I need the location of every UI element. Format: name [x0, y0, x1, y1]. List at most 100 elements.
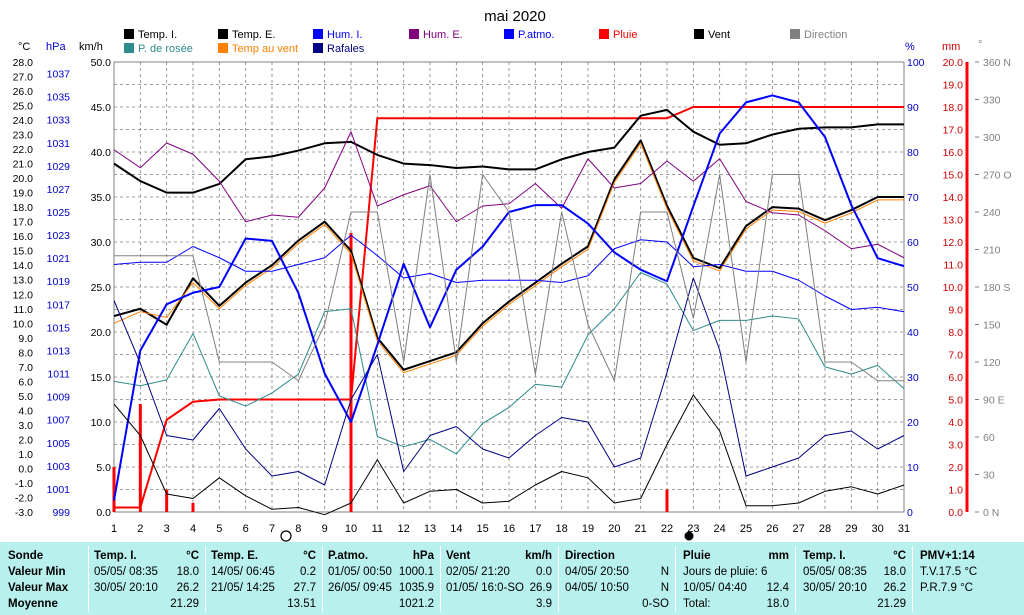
x-tick-label: 15 — [477, 523, 489, 535]
temp-tick-label: 6.0 — [18, 376, 33, 388]
kmh-tick-label: 30.0 — [91, 237, 112, 249]
x-tick-label: 27 — [793, 523, 805, 535]
pct-tick-label: 50 — [907, 282, 919, 294]
dir-tick-label: 330 — [983, 95, 1001, 107]
dir-tick-label: 180 S — [983, 282, 1010, 294]
mm-tick-label: 17.0 — [943, 125, 964, 137]
hpa-tick-label: 1015 — [47, 322, 71, 334]
mm-axis-unit: mm — [942, 41, 960, 53]
pluie-title: Pluie — [683, 550, 711, 562]
mm-tick-label: 13.0 — [943, 215, 964, 227]
temp-i2-unit: °C — [893, 550, 906, 562]
patmo-min: 1000.1 — [398, 566, 434, 578]
kmh-tick-label: 45.0 — [91, 102, 112, 114]
patmo-max-date: 26/05/ 09:45 — [328, 582, 392, 594]
stats-patmo: P.atmo. hPa 01/05/ 00:50 1000.1 26/05/ 0… — [323, 542, 440, 615]
rain-cumul-line — [114, 106, 904, 509]
temp-tick-label: 25.0 — [13, 101, 34, 113]
kmh-tick-label: 15.0 — [91, 372, 112, 384]
x-tick-label: 22 — [661, 523, 673, 535]
x-tick-label: 17 — [529, 523, 541, 535]
label-sonde: Sonde — [8, 550, 44, 562]
pluie-max-date: 10/05/ 04:40 — [683, 582, 747, 594]
legend-swatch — [313, 43, 323, 53]
separator — [675, 546, 676, 612]
pct-tick-label: 40 — [907, 327, 919, 339]
mm-tick-label: 19.0 — [943, 80, 964, 92]
legend-label: Rafales — [327, 43, 365, 55]
stats-vent: Vent km/h 02/05/ 21:20 0.0 01/05/ 16:0-S… — [441, 542, 558, 615]
vent-max-date: 01/05/ 16:0-SO — [446, 582, 524, 594]
separator — [912, 546, 913, 612]
series-line-temp-e- — [113, 139, 904, 371]
pluie-days: Jours de pluie: 6 — [683, 566, 768, 578]
temp-tick-label: 18.0 — [13, 202, 34, 214]
series-line-temp-i- — [113, 108, 904, 194]
x-tick-label: 20 — [608, 523, 620, 535]
series-line-direction — [114, 174, 904, 382]
legend-label: Hum. I. — [327, 29, 362, 41]
temp-tick-label: 2.0 — [18, 434, 33, 446]
x-tick-label: 10 — [345, 523, 357, 535]
pct-tick-label: 90 — [907, 102, 919, 114]
pct-axis-unit: % — [905, 41, 915, 53]
legend-swatch — [599, 29, 609, 39]
series-line-hum-e- — [113, 131, 905, 259]
x-tick-label: 5 — [216, 523, 222, 535]
hpa-tick-label: 1029 — [47, 161, 71, 173]
hpa-tick-label: 1007 — [47, 415, 71, 427]
mm-tick-label: 3.0 — [948, 440, 963, 452]
temp-i-unit: °C — [186, 550, 199, 562]
temp-i-min-date: 05/05/ 08:35 — [94, 566, 158, 578]
stats-labels: Sonde Valeur Min Valeur Max Moyenne — [0, 542, 88, 615]
mm-tick-label: 10.0 — [943, 282, 964, 294]
pluie-max: 12.4 — [766, 582, 789, 594]
legend-label: Temp au vent — [232, 43, 298, 55]
mm-tick-label: 12.0 — [943, 237, 964, 249]
rain-bar — [112, 467, 116, 512]
mm-tick-label: 18.0 — [943, 102, 964, 114]
weather-chart: 28.0 27.0 26.0 25.0 24.0 23.0 22.0 21.0 20.0 19.0… — [13, 8, 1012, 542]
hpa-tick-label: 1019 — [47, 276, 71, 288]
mm-tick-label: 16.0 — [943, 147, 964, 159]
separator — [322, 546, 323, 612]
stats-temp-i: Temp. I. °C 05/05/ 08:35 18.0 30/05/ 20:… — [89, 542, 205, 615]
dir-tick-label: 210 — [983, 245, 1001, 257]
moon-new-icon — [684, 531, 694, 541]
label-moy: Moyenne — [8, 598, 58, 610]
mm-tick-label: 2.0 — [948, 462, 963, 474]
mm-tick-label: 1.0 — [948, 485, 963, 497]
dir-tick-label: 120 — [983, 357, 1001, 369]
direction-min: N — [660, 566, 669, 578]
hpa-tick-label: 1003 — [47, 461, 71, 473]
x-tick-label: 7 — [269, 523, 275, 535]
temp-e-min: 0.2 — [300, 566, 316, 578]
pluie-total-label: Total: — [683, 598, 711, 610]
hpa-tick-label: 1013 — [47, 345, 71, 357]
temp-tick-label: 15.0 — [13, 246, 34, 258]
patmo-title: P.atmo. — [328, 550, 369, 562]
temp-i-min: 18.0 — [176, 566, 199, 578]
pct-tick-label: 0 — [907, 507, 913, 519]
vent-title: Vent — [446, 550, 471, 562]
hpa-tick-label: 1033 — [47, 115, 71, 127]
legend-swatch — [124, 43, 134, 53]
legend-swatch — [694, 29, 704, 39]
temp-e-unit: °C — [303, 550, 316, 562]
mm-tick-label: 8.0 — [948, 327, 963, 339]
legend-swatch — [409, 29, 419, 39]
dir-tick-label: 300 — [983, 132, 1001, 144]
hpa-tick-label: 1017 — [47, 299, 71, 311]
patmo-avg: 1021.2 — [398, 598, 434, 610]
x-tick-label: 31 — [898, 523, 910, 535]
x-tick-label: 9 — [322, 523, 328, 535]
x-tick-label: 26 — [766, 523, 778, 535]
rain-bar — [665, 489, 669, 512]
legend-swatch — [124, 29, 134, 39]
legend-label: Pluie — [613, 29, 637, 41]
direction-min-date: 04/05/ 20:50 — [565, 566, 629, 578]
temp-i-title: Temp. I. — [94, 550, 137, 562]
x-tick-label: 30 — [872, 523, 884, 535]
patmo-unit: hPa — [412, 550, 434, 562]
temp-tick-label: 13.0 — [13, 275, 34, 287]
